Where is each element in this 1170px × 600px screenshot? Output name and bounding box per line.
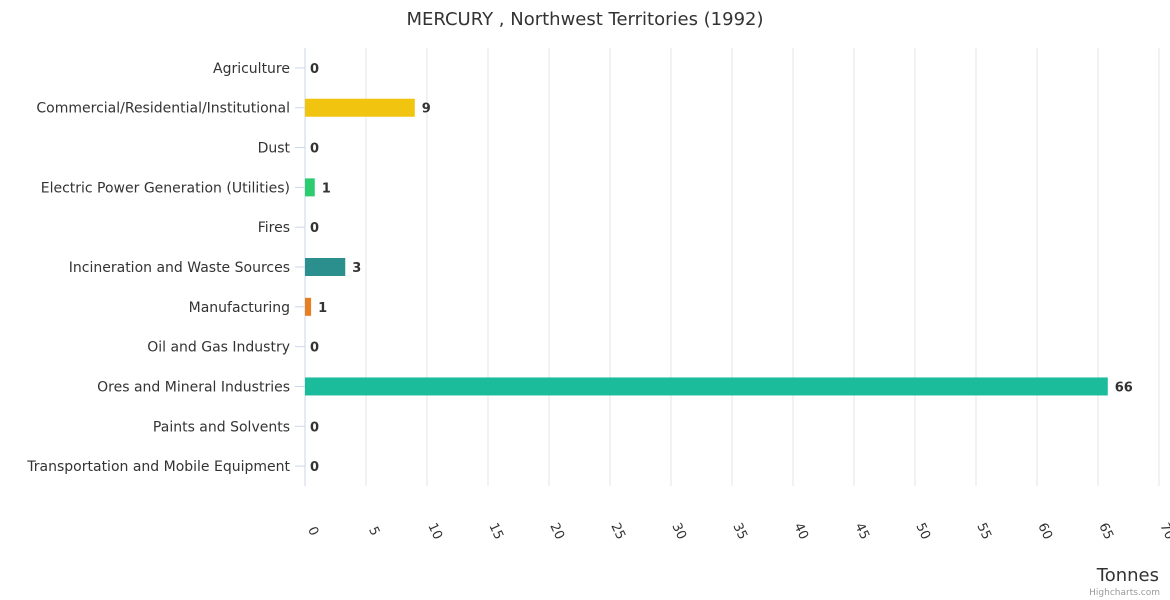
bar[interactable] xyxy=(305,178,315,197)
data-label: 0 xyxy=(310,460,319,475)
category-label: Agriculture xyxy=(213,61,290,77)
x-tick-label: 55 xyxy=(973,521,994,542)
data-label: 66 xyxy=(1115,380,1133,395)
category-label: Fires xyxy=(258,220,290,236)
x-tick-label: 40 xyxy=(790,521,811,542)
x-tick-label: 0 xyxy=(304,524,321,538)
bar[interactable] xyxy=(305,297,312,316)
category-label: Electric Power Generation (Utilities) xyxy=(41,180,290,196)
category-label: Paints and Solvents xyxy=(153,419,290,435)
x-tick-label: 65 xyxy=(1095,521,1116,542)
data-label: 0 xyxy=(310,62,319,77)
x-tick-label: 30 xyxy=(668,521,689,542)
data-label: 9 xyxy=(422,102,431,117)
x-tick-label: 70 xyxy=(1156,521,1170,542)
data-label: 0 xyxy=(310,420,319,435)
x-tick-label: 50 xyxy=(912,521,933,542)
x-tick-label: 20 xyxy=(546,521,567,542)
bar[interactable] xyxy=(305,377,1108,396)
data-label: 0 xyxy=(310,221,319,236)
data-label: 1 xyxy=(318,301,327,316)
data-label: 0 xyxy=(310,341,319,356)
x-tick-label: 10 xyxy=(424,521,445,542)
x-tick-label: 25 xyxy=(607,521,628,542)
x-tick-label: 15 xyxy=(485,521,506,542)
category-label: Transportation and Mobile Equipment xyxy=(26,459,290,475)
x-axis-title: Tonnes xyxy=(1096,565,1159,586)
bar[interactable] xyxy=(305,258,346,276)
x-tick-label: 45 xyxy=(851,521,872,542)
category-label: Incineration and Waste Sources xyxy=(69,260,290,276)
data-label: 0 xyxy=(310,142,319,157)
category-label: Commercial/Residential/Institutional xyxy=(36,101,290,117)
x-tick-label: 60 xyxy=(1034,521,1055,542)
category-label: Oil and Gas Industry xyxy=(147,340,290,356)
bar[interactable] xyxy=(305,98,415,117)
data-label: 1 xyxy=(322,181,331,196)
category-label: Ores and Mineral Industries xyxy=(97,379,290,395)
data-label: 3 xyxy=(352,261,361,276)
chart-title: MERCURY , Northwest Territories (1992) xyxy=(406,9,763,30)
category-label: Manufacturing xyxy=(189,300,290,316)
x-tick-label: 5 xyxy=(365,524,382,538)
highcharts-credit[interactable]: Highcharts.com xyxy=(1089,588,1160,598)
x-tick-label: 35 xyxy=(729,521,750,542)
category-label: Dust xyxy=(258,141,291,157)
